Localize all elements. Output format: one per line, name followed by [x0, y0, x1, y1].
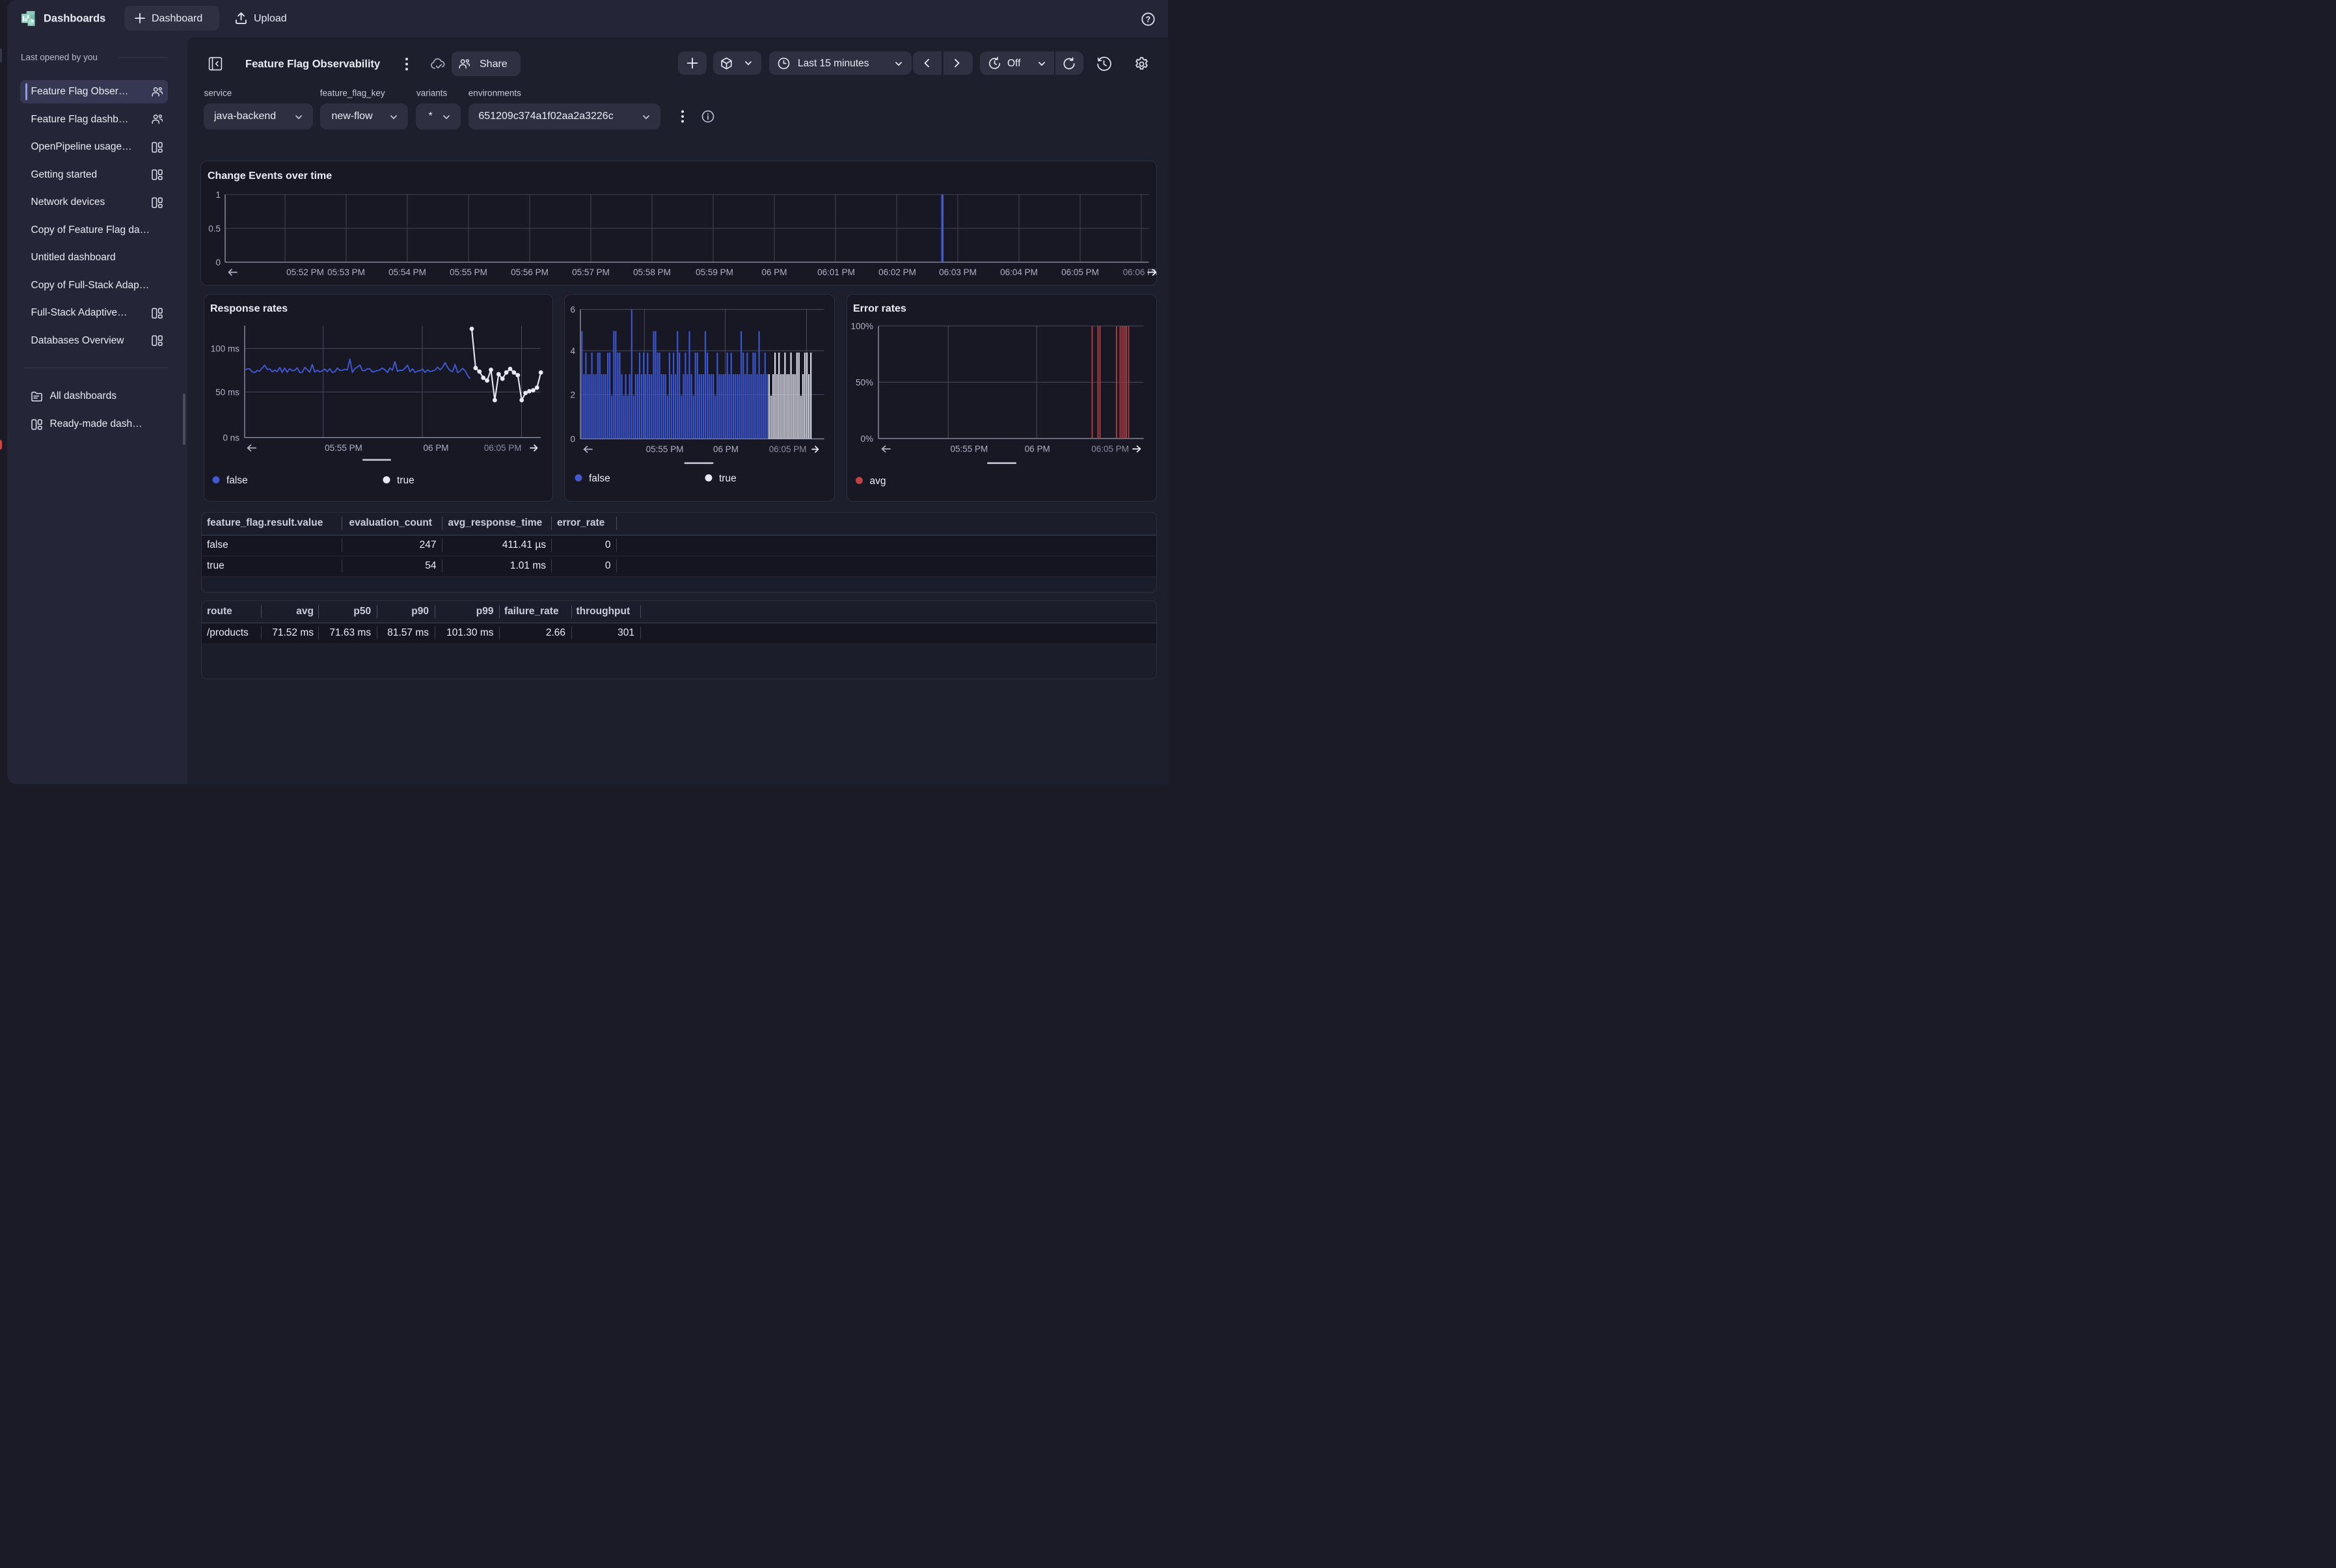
- svg-text:4: 4: [570, 346, 575, 356]
- svg-text:100 ms: 100 ms: [211, 344, 240, 353]
- svg-text:06:01 PM: 06:01 PM: [817, 267, 855, 277]
- svg-text:05:52 PM: 05:52 PM: [286, 267, 324, 277]
- svg-text:100%: 100%: [850, 321, 873, 331]
- svg-text:0.5: 0.5: [208, 224, 221, 234]
- svg-text:0%: 0%: [860, 434, 873, 444]
- svg-text:05:56 PM: 05:56 PM: [511, 267, 549, 277]
- svg-text:06:05 PM: 06:05 PM: [484, 443, 522, 453]
- svg-text:true: true: [719, 473, 737, 484]
- svg-text:06:04 PM: 06:04 PM: [1000, 267, 1038, 277]
- svg-text:1: 1: [215, 190, 221, 200]
- svg-text:true: true: [397, 475, 414, 486]
- svg-text:Error rates: Error rates: [853, 303, 906, 314]
- svg-text:05:55 PM: 05:55 PM: [325, 443, 362, 453]
- svg-text:0 ns: 0 ns: [223, 433, 239, 442]
- svg-text:06:05 PM: 06:05 PM: [768, 444, 806, 454]
- svg-text:05:55 PM: 05:55 PM: [950, 444, 988, 453]
- svg-text:avg: avg: [869, 476, 886, 487]
- svg-text:06 PM: 06 PM: [713, 444, 738, 454]
- svg-text:06 PM: 06 PM: [761, 267, 787, 277]
- svg-text:05:55 PM: 05:55 PM: [450, 267, 487, 277]
- svg-text:Change Events over time: Change Events over time: [208, 170, 332, 182]
- svg-text:0: 0: [215, 258, 221, 267]
- svg-text:Response rates: Response rates: [210, 303, 288, 314]
- svg-text:06 PM: 06 PM: [423, 443, 448, 453]
- svg-text:50%: 50%: [855, 377, 873, 387]
- svg-text:06:06 PM: 06:06 PM: [1123, 267, 1157, 277]
- svg-text:05:54 PM: 05:54 PM: [388, 267, 426, 277]
- svg-text:0: 0: [570, 434, 575, 444]
- svg-text:05:59 PM: 05:59 PM: [696, 267, 733, 277]
- svg-text:6: 6: [570, 304, 575, 314]
- svg-text:05:55 PM: 05:55 PM: [645, 444, 683, 454]
- svg-text:false: false: [589, 473, 610, 484]
- svg-text:?: ?: [1146, 15, 1151, 24]
- svg-text:05:53 PM: 05:53 PM: [327, 267, 365, 277]
- svg-text:06:03 PM: 06:03 PM: [939, 267, 977, 277]
- svg-text:false: false: [226, 475, 248, 486]
- svg-text:05:57 PM: 05:57 PM: [572, 267, 610, 277]
- svg-text:50 ms: 50 ms: [215, 387, 239, 397]
- svg-text:05:58 PM: 05:58 PM: [633, 267, 671, 277]
- svg-text:06 PM: 06 PM: [1024, 444, 1050, 453]
- svg-text:06:05 PM: 06:05 PM: [1091, 444, 1129, 453]
- svg-text:2: 2: [570, 390, 575, 399]
- svg-text:06:02 PM: 06:02 PM: [878, 267, 916, 277]
- svg-text:06:05 PM: 06:05 PM: [1061, 267, 1099, 277]
